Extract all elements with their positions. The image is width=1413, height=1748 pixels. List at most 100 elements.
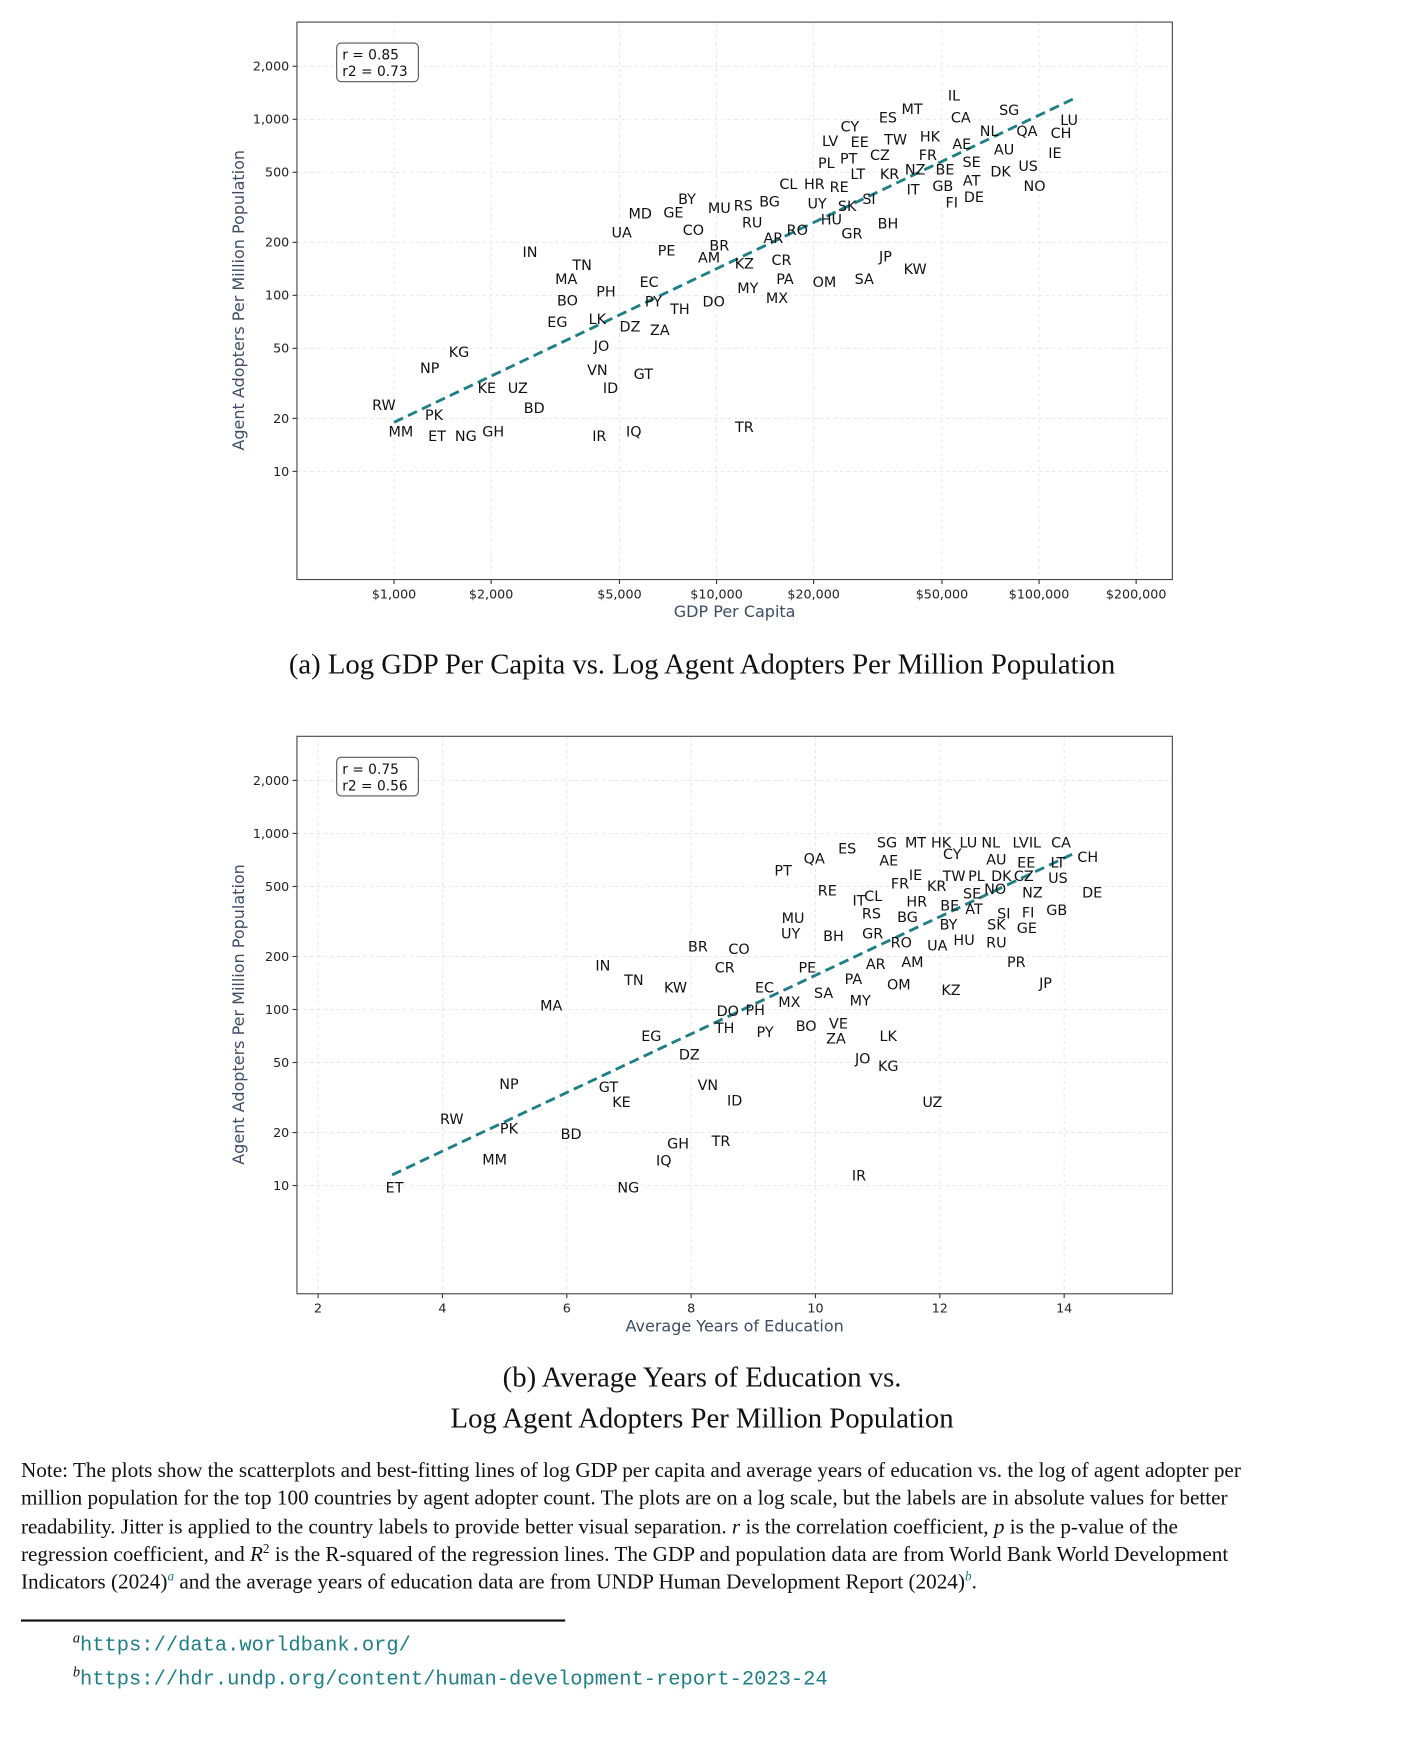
country-label-uy: UY [781,926,800,942]
x-tick-label: 2 [314,1301,322,1316]
country-label-ma: MA [555,272,577,288]
country-label-ng: NG [455,429,477,445]
footnote-mark: b [72,1663,81,1680]
country-label-ca: CA [1051,836,1071,852]
country-label-it: IT [852,893,865,909]
country-label-us: US [1048,871,1068,887]
x-tick-label: 10 [807,1301,823,1316]
country-label-mu: MU [708,201,731,217]
note-symbol-r: r [731,1515,741,1539]
y-tick-label: 200 [265,949,289,964]
country-label-fr: FR [919,148,937,164]
footnote-link-worldbank[interactable]: https://data.worldbank.org/ [80,1633,411,1657]
country-label-pk: PK [425,408,444,424]
country-label-dk: DK [991,869,1012,885]
country-label-it: IT [907,182,920,198]
y-tick-label: 1,000 [253,826,289,841]
country-label-mx: MX [778,995,800,1011]
country-label-gt: GT [599,1080,619,1096]
country-label-cz: CZ [870,148,890,164]
y-tick-label: 500 [265,879,289,894]
country-label-iq: IQ [626,424,642,440]
country-label-de: DE [1082,885,1102,901]
country-label-us: US [1018,159,1038,175]
country-label-ae: AE [879,853,898,869]
footnote-ref-b[interactable]: b [964,1568,972,1584]
country-label-ir: IR [852,1168,866,1184]
country-label-uz: UZ [508,381,528,397]
country-label-et: ET [386,1181,404,1197]
country-label-nl: NL [981,836,1000,852]
country-label-nz: NZ [1022,885,1043,901]
country-label-ch: CH [1051,126,1072,142]
country-label-jo: JO [593,339,610,355]
footnote-link-undp[interactable]: https://hdr.undp.org/content/human-devel… [80,1667,828,1692]
country-label-pt: PT [774,863,792,879]
country-label-pt: PT [840,151,858,167]
country-label-lv: LV [1013,836,1029,852]
country-label-dz: DZ [620,319,641,335]
country-label-tr: TR [711,1134,731,1150]
country-label-th: TH [714,1021,735,1037]
country-label-ca: CA [951,111,971,127]
country-label-ae: AE [952,137,971,153]
note-line: Note: The plots show the scatterplots an… [20,1459,1241,1483]
country-label-ec: EC [755,981,774,997]
country-label-ch: CH [1077,850,1098,866]
x-tick-label: 14 [1056,1301,1072,1316]
country-label-gr: GR [862,926,883,942]
country-label-re: RE [818,883,837,899]
country-label-bd: BD [524,401,545,417]
country-label-kw: KW [904,262,927,278]
y-tick-label: 10 [273,1178,289,1193]
country-label-no: NO [984,882,1006,898]
country-label-ie: IE [1048,146,1061,162]
country-label-rs: RS [862,907,881,923]
country-label-au: AU [986,852,1006,868]
country-label-in: IN [523,245,538,261]
caption-b-line1: (b) Average Years of Education vs. [502,1361,902,1394]
country-label-ee: EE [1017,856,1035,872]
country-label-uz: UZ [922,1095,942,1111]
country-label-om: OM [887,977,911,993]
country-label-mx: MX [766,291,788,307]
y-axis-label: Agent Adopters Per Million Population [229,150,248,451]
note-line: is the p-value of the [1004,1515,1178,1539]
caption-a: (a) Log GDP Per Capita vs. Log Agent Ado… [288,647,1116,681]
stat-r2: r2 = 0.73 [342,64,407,80]
country-label-tr: TR [734,420,754,436]
country-label-ng: NG [617,1181,639,1197]
country-label-iq: IQ [656,1153,672,1169]
caption-b-line2: Log Agent Adopters Per Million Populatio… [450,1401,954,1434]
y-tick-label: 1,000 [253,112,289,127]
country-label-cl: CL [864,889,882,905]
chart-education-vs-adopters: 2 4 6 8 10 12 14 10 20 50 100 200 500 1,000 2,000 ET MM R… [229,735,1173,1335]
x-tick-label: $50,000 [916,586,968,601]
x-axis-label: GDP Per Capita [674,602,796,621]
country-label-il: IL [948,89,960,105]
country-label-cr: CR [715,961,735,977]
country-label-fi: FI [1022,905,1034,921]
country-label-sk: SK [987,917,1006,933]
note-line: Indicators (2024) [20,1571,168,1595]
country-label-fi: FI [945,196,957,212]
stats-box [336,42,419,83]
country-label-qa: QA [804,851,825,867]
country-label-si: SI [862,192,875,208]
country-label-ie: IE [909,868,922,884]
x-tick-label: $5,000 [597,586,641,601]
country-label-rw: RW [440,1112,464,1128]
country-label-eg: EG [547,315,567,331]
country-label-lt: LT [850,167,865,183]
country-label-lk: LK [880,1029,898,1045]
country-label-mm: MM [388,424,413,440]
country-label-ge: GE [1017,921,1037,937]
country-label-om: OM [813,275,837,291]
country-label-se: SE [963,887,981,903]
country-label-hu: HU [953,933,974,949]
country-label-br: BR [688,940,708,956]
note-line: regression coefficient, and [20,1543,250,1567]
country-label-dk: DK [990,165,1011,181]
country-label-hr: HR [906,894,927,910]
footnote-ref-a[interactable]: a [167,1568,175,1584]
